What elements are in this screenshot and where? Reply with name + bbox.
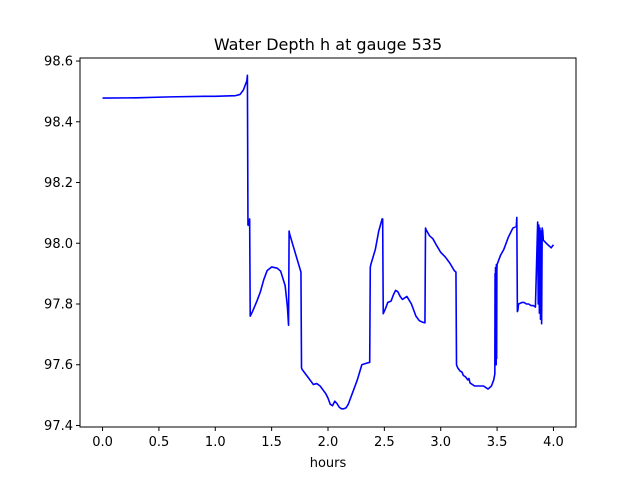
y-tick-label: 97.6 [44, 358, 73, 373]
x-tick-label: 1.5 [261, 435, 282, 450]
x-tick-label: 2.5 [374, 435, 395, 450]
y-axis-ticks: 97.4 97.6 97.8 98.0 98.2 98.4 98.6 [44, 55, 80, 434]
series-line [102, 74, 555, 410]
y-tick-label: 98.6 [44, 55, 73, 70]
x-axis-ticks: 0.0 0.5 1.0 1.5 2.0 2.5 3.0 3.5 4.0 [92, 427, 564, 450]
plot-frame [79, 57, 577, 428]
y-tick-label: 98.2 [44, 176, 73, 191]
x-axis-label: hours [310, 456, 347, 471]
y-tick-label: 97.4 [44, 419, 73, 434]
x-tick-label: 1.0 [205, 435, 226, 450]
x-tick-label: 4.0 [543, 435, 564, 450]
y-tick-label: 98.0 [44, 237, 73, 252]
x-tick-label: 0.5 [149, 435, 170, 450]
plot-area [102, 74, 555, 410]
x-tick-label: 3.5 [487, 435, 508, 450]
chart-title: Water Depth h at gauge 535 [214, 35, 442, 54]
x-tick-label: 0.0 [92, 435, 113, 450]
x-tick-label: 2.0 [318, 435, 339, 450]
y-tick-label: 97.8 [44, 298, 73, 313]
y-tick-label: 98.4 [44, 115, 73, 130]
x-tick-label: 3.0 [430, 435, 451, 450]
